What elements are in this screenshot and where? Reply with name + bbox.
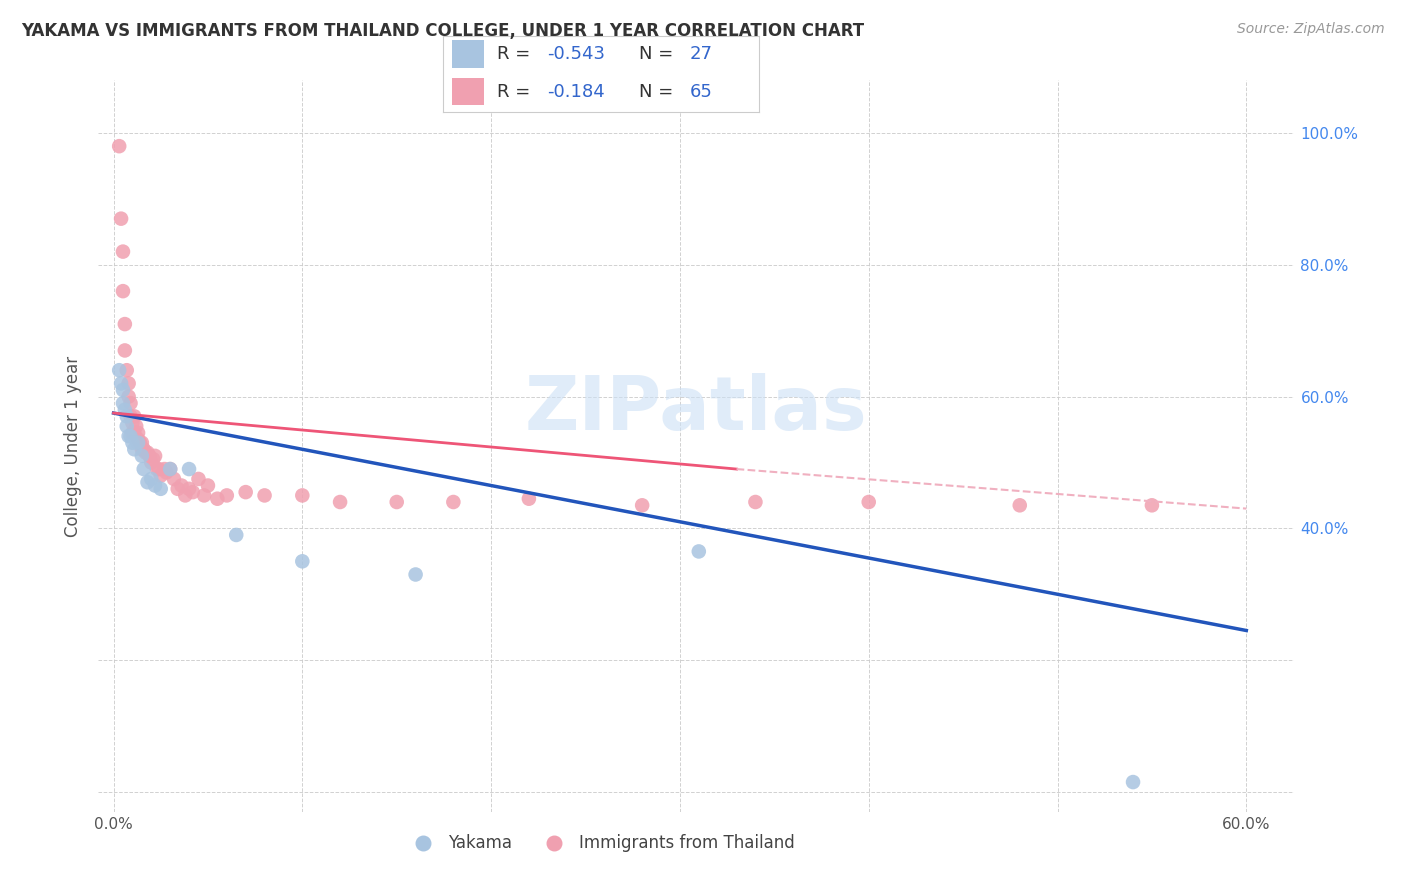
Point bbox=[744, 495, 766, 509]
Text: ZIPatlas: ZIPatlas bbox=[524, 373, 868, 446]
Point bbox=[858, 495, 880, 509]
Legend: Yakama, Immigrants from Thailand: Yakama, Immigrants from Thailand bbox=[399, 827, 801, 858]
Point bbox=[117, 376, 139, 391]
Point bbox=[159, 462, 181, 476]
Point bbox=[129, 435, 152, 450]
Point bbox=[170, 478, 193, 492]
Point bbox=[132, 442, 155, 457]
Point bbox=[207, 491, 229, 506]
Point bbox=[121, 425, 143, 440]
Point bbox=[124, 442, 146, 457]
Point bbox=[143, 449, 166, 463]
Text: R =: R = bbox=[496, 45, 536, 62]
Point bbox=[174, 488, 197, 502]
Point bbox=[132, 462, 155, 476]
Point bbox=[1008, 498, 1031, 512]
Point bbox=[108, 139, 131, 153]
Point bbox=[187, 472, 209, 486]
Point bbox=[120, 396, 142, 410]
Point bbox=[117, 429, 139, 443]
Point bbox=[124, 409, 146, 424]
Point bbox=[115, 363, 138, 377]
Point bbox=[215, 488, 238, 502]
Point bbox=[125, 419, 148, 434]
Point bbox=[115, 409, 138, 424]
Bar bbox=[453, 40, 484, 68]
Point bbox=[141, 455, 163, 469]
Point bbox=[166, 482, 188, 496]
Point bbox=[688, 544, 710, 558]
Point bbox=[120, 409, 142, 424]
Point bbox=[193, 488, 215, 502]
Point bbox=[177, 462, 200, 476]
Point bbox=[136, 445, 159, 459]
Point bbox=[149, 468, 172, 483]
Text: R =: R = bbox=[496, 83, 536, 101]
Point bbox=[159, 462, 181, 476]
Point bbox=[131, 449, 153, 463]
Point bbox=[146, 462, 169, 476]
Text: YAKAMA VS IMMIGRANTS FROM THAILAND COLLEGE, UNDER 1 YEAR CORRELATION CHART: YAKAMA VS IMMIGRANTS FROM THAILAND COLLE… bbox=[21, 22, 865, 40]
Text: Source: ZipAtlas.com: Source: ZipAtlas.com bbox=[1237, 22, 1385, 37]
Point bbox=[111, 284, 134, 298]
Text: 27: 27 bbox=[690, 45, 713, 62]
Y-axis label: College, Under 1 year: College, Under 1 year bbox=[65, 355, 83, 537]
Point bbox=[110, 211, 132, 226]
Point bbox=[291, 554, 314, 568]
Bar bbox=[453, 78, 484, 105]
Point bbox=[127, 425, 149, 440]
Point bbox=[142, 452, 165, 467]
Point bbox=[121, 416, 143, 430]
Point bbox=[197, 478, 219, 492]
Text: -0.184: -0.184 bbox=[547, 83, 605, 101]
Point bbox=[405, 567, 427, 582]
Point bbox=[225, 528, 247, 542]
Point bbox=[291, 488, 314, 502]
Point bbox=[1140, 498, 1163, 512]
Point bbox=[181, 485, 204, 500]
Point bbox=[148, 462, 170, 476]
Point bbox=[441, 495, 464, 509]
Point bbox=[149, 482, 172, 496]
Text: -0.543: -0.543 bbox=[547, 45, 606, 62]
Point bbox=[631, 498, 654, 512]
Point bbox=[111, 396, 134, 410]
Text: N =: N = bbox=[640, 83, 679, 101]
Point bbox=[253, 488, 276, 502]
Point bbox=[517, 491, 540, 506]
Point bbox=[136, 475, 159, 490]
Point bbox=[153, 462, 176, 476]
Point bbox=[127, 433, 149, 447]
Point bbox=[108, 363, 131, 377]
Point bbox=[120, 429, 142, 443]
Point bbox=[1122, 775, 1144, 789]
Point bbox=[124, 425, 146, 440]
Point bbox=[111, 383, 134, 397]
Text: 65: 65 bbox=[690, 83, 713, 101]
Point bbox=[177, 482, 200, 496]
Text: N =: N = bbox=[640, 45, 679, 62]
Point bbox=[114, 343, 136, 358]
Point bbox=[114, 402, 136, 417]
Point bbox=[163, 472, 186, 486]
Point bbox=[110, 376, 132, 391]
Point bbox=[141, 472, 163, 486]
Point bbox=[155, 466, 177, 480]
Point bbox=[114, 317, 136, 331]
Point bbox=[385, 495, 408, 509]
Point bbox=[115, 419, 138, 434]
Point bbox=[127, 435, 149, 450]
Point bbox=[143, 478, 166, 492]
Point bbox=[131, 442, 153, 457]
Point bbox=[111, 244, 134, 259]
Point bbox=[121, 435, 143, 450]
Point bbox=[117, 390, 139, 404]
Point bbox=[138, 449, 160, 463]
Point bbox=[131, 435, 153, 450]
Point bbox=[329, 495, 352, 509]
Point bbox=[235, 485, 257, 500]
Point bbox=[135, 445, 157, 459]
